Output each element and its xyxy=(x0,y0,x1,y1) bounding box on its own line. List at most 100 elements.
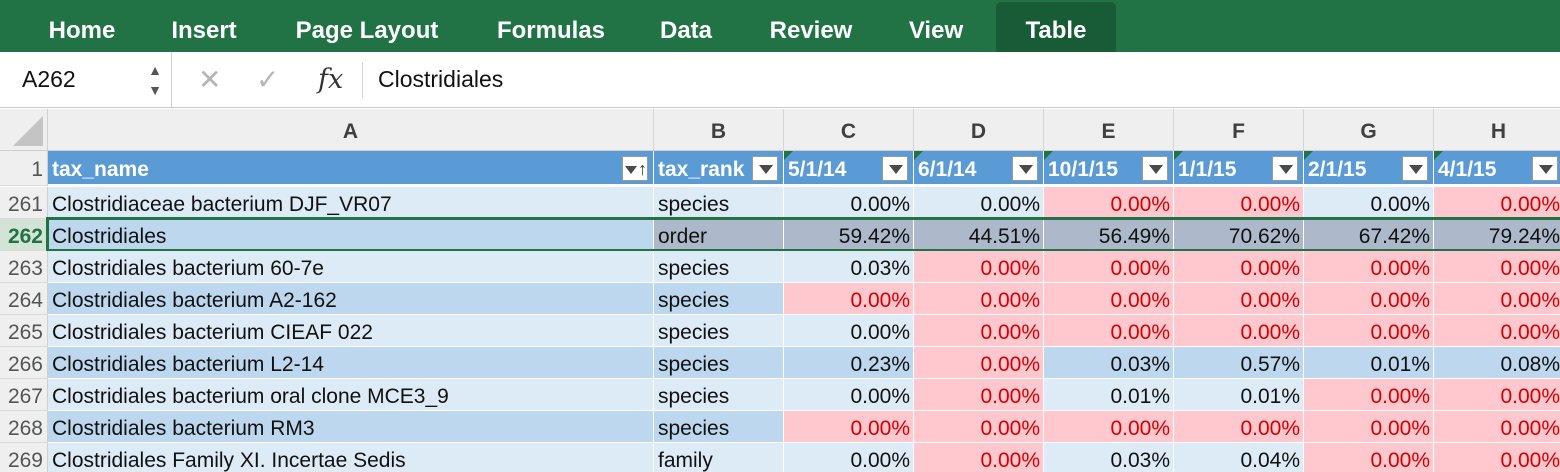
table-cell[interactable]: 0.00% xyxy=(784,411,914,443)
tab-insert[interactable]: Insert xyxy=(171,17,237,44)
table-cell[interactable]: 0.00% xyxy=(1174,315,1304,347)
table-cell[interactable]: Clostridiales Family XI. Incertae Sedis xyxy=(48,443,654,472)
table-cell[interactable]: 0.00% xyxy=(1304,251,1434,283)
row-header[interactable]: 265 xyxy=(0,315,48,347)
table-cell[interactable]: 0.00% xyxy=(914,187,1044,219)
table-cell[interactable]: 0.00% xyxy=(784,443,914,472)
table-cell[interactable]: 0.00% xyxy=(1044,251,1174,283)
table-cell[interactable]: 0.00% xyxy=(914,411,1044,443)
tab-view[interactable]: View xyxy=(908,17,964,44)
table-cell[interactable]: Clostridiales bacterium L2-14 xyxy=(48,347,654,379)
filter-dropdown-button[interactable] xyxy=(882,156,908,181)
table-cell[interactable]: Clostridiales bacterium RM3 xyxy=(48,411,654,443)
table-header-cell[interactable]: 10/1/15 xyxy=(1044,151,1174,186)
column-header-c[interactable]: C xyxy=(784,109,914,151)
table-cell[interactable]: 0.00% xyxy=(1304,379,1434,411)
table-cell[interactable]: Clostridiaceae bacterium DJF_VR07 xyxy=(48,187,654,219)
row-header[interactable]: 264 xyxy=(0,283,48,315)
table-cell[interactable]: 44.51% xyxy=(914,219,1044,251)
tab-page-layout[interactable]: Page Layout xyxy=(295,17,439,44)
chevron-up-icon[interactable]: ▲ xyxy=(148,62,162,78)
table-cell[interactable]: 0.00% xyxy=(1174,251,1304,283)
table-cell[interactable]: Clostridiales bacterium CIEAF 022 xyxy=(48,315,654,347)
filter-dropdown-button[interactable] xyxy=(1272,156,1298,181)
table-cell[interactable]: 0.00% xyxy=(1044,411,1174,443)
tab-formulas[interactable]: Formulas xyxy=(496,17,606,44)
table-cell[interactable]: Clostridiales bacterium oral clone MCE3_… xyxy=(48,379,654,411)
column-header-a[interactable]: A xyxy=(48,109,654,151)
table-cell[interactable]: 67.42% xyxy=(1304,219,1434,251)
table-cell[interactable]: species xyxy=(654,347,784,379)
row-header[interactable]: 262 xyxy=(0,219,48,251)
name-box-stepper[interactable]: ▲ ▼ xyxy=(146,60,164,100)
table-cell[interactable]: 0.00% xyxy=(1434,251,1560,283)
table-header-cell[interactable]: 2/1/15 xyxy=(1304,151,1434,186)
tab-table[interactable]: Table xyxy=(996,2,1116,52)
table-cell[interactable]: species xyxy=(654,315,784,347)
table-cell[interactable]: 0.00% xyxy=(1044,315,1174,347)
table-cell[interactable]: 0.00% xyxy=(1044,187,1174,219)
name-box[interactable]: A262 ▲ ▼ xyxy=(0,52,172,107)
table-cell[interactable]: 0.00% xyxy=(914,347,1044,379)
table-cell[interactable]: 56.49% xyxy=(1044,219,1174,251)
table-cell[interactable]: 0.00% xyxy=(1434,443,1560,472)
table-cell[interactable]: order xyxy=(654,219,784,251)
table-cell[interactable]: 0.01% xyxy=(1304,347,1434,379)
table-cell[interactable]: Clostridiales xyxy=(48,219,654,251)
enter-icon[interactable]: ✓ xyxy=(256,64,280,95)
table-cell[interactable]: 0.00% xyxy=(1434,315,1560,347)
table-cell[interactable]: 0.00% xyxy=(784,187,914,219)
table-cell[interactable]: 0.03% xyxy=(1044,443,1174,472)
table-cell[interactable]: 0.01% xyxy=(1174,379,1304,411)
tab-data[interactable]: Data xyxy=(659,17,713,44)
fx-icon[interactable]: fx xyxy=(318,64,344,95)
table-cell[interactable]: Clostridiales bacterium A2-162 xyxy=(48,283,654,315)
table-cell[interactable]: 0.00% xyxy=(784,379,914,411)
table-header-cell[interactable]: 5/1/14 xyxy=(784,151,914,186)
row-header[interactable]: 266 xyxy=(0,347,48,379)
row-header[interactable]: 268 xyxy=(0,411,48,443)
table-cell[interactable]: 0.57% xyxy=(1174,347,1304,379)
table-header-cell[interactable]: 1/1/15 xyxy=(1174,151,1304,186)
chevron-down-icon[interactable]: ▼ xyxy=(148,82,162,98)
row-header[interactable]: 1 xyxy=(0,151,48,186)
select-all-button[interactable] xyxy=(0,109,48,151)
filter-dropdown-button[interactable] xyxy=(1532,156,1558,181)
table-cell[interactable]: 0.08% xyxy=(1434,347,1560,379)
formula-input[interactable]: Clostridiales xyxy=(378,66,504,92)
table-cell[interactable]: 0.00% xyxy=(914,315,1044,347)
row-header[interactable]: 263 xyxy=(0,251,48,283)
table-header-cell[interactable]: tax_name ↑ xyxy=(48,151,654,186)
table-cell[interactable]: Clostridiales bacterium 60-7e xyxy=(48,251,654,283)
tab-home[interactable]: Home xyxy=(48,17,116,44)
table-cell[interactable]: 70.62% xyxy=(1174,219,1304,251)
table-cell[interactable]: 0.00% xyxy=(1304,187,1434,219)
table-cell[interactable]: 0.00% xyxy=(1174,411,1304,443)
row-header[interactable]: 261 xyxy=(0,187,48,219)
table-cell[interactable]: 0.03% xyxy=(784,251,914,283)
column-header-g[interactable]: G xyxy=(1304,109,1434,151)
tab-review[interactable]: Review xyxy=(769,17,853,44)
table-cell[interactable]: 0.00% xyxy=(1044,283,1174,315)
table-cell[interactable]: species xyxy=(654,379,784,411)
filter-dropdown-button[interactable] xyxy=(1402,156,1428,181)
table-cell[interactable]: 59.42% xyxy=(784,219,914,251)
column-header-b[interactable]: B xyxy=(654,109,784,151)
spreadsheet-grid[interactable]: A B C D E F G H 1 tax_name ↑ tax_rank 5/1/14 6/1/14 10… xyxy=(0,109,1560,472)
table-cell[interactable]: 0.00% xyxy=(1434,283,1560,315)
column-header-d[interactable]: D xyxy=(914,109,1044,151)
table-cell[interactable]: 79.24% xyxy=(1434,219,1560,251)
table-cell[interactable]: 0.00% xyxy=(1434,187,1560,219)
table-cell[interactable]: species xyxy=(654,187,784,219)
column-header-e[interactable]: E xyxy=(1044,109,1174,151)
name-box-value[interactable]: A262 xyxy=(22,66,76,92)
filter-dropdown-button[interactable] xyxy=(1012,156,1038,181)
table-cell[interactable]: 0.00% xyxy=(1434,411,1560,443)
cancel-icon[interactable]: ✕ xyxy=(198,64,222,95)
table-cell[interactable]: 0.23% xyxy=(784,347,914,379)
table-cell[interactable]: 0.00% xyxy=(1304,443,1434,472)
filter-dropdown-button[interactable]: ↑ xyxy=(622,156,648,181)
table-cell[interactable]: 0.01% xyxy=(1044,379,1174,411)
table-cell[interactable]: 0.00% xyxy=(784,315,914,347)
table-cell[interactable]: family xyxy=(654,443,784,472)
